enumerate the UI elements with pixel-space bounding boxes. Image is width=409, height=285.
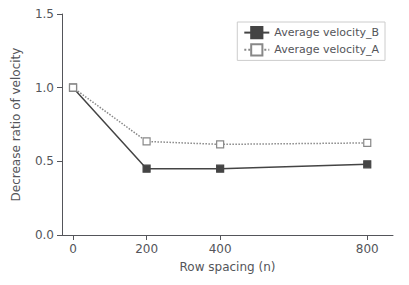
svg-text:Average velocity_A: Average velocity_A xyxy=(274,43,379,56)
svg-text:0.0: 0.0 xyxy=(35,228,54,242)
svg-text:1.0: 1.0 xyxy=(35,81,54,95)
svg-text:0.5: 0.5 xyxy=(35,154,54,168)
svg-text:800: 800 xyxy=(356,242,379,256)
svg-text:Row spacing (n): Row spacing (n) xyxy=(180,260,276,274)
svg-text:Decrease ratio of velocity: Decrease ratio of velocity xyxy=(9,48,23,202)
svg-text:0: 0 xyxy=(69,242,77,256)
svg-text:400: 400 xyxy=(209,242,232,256)
svg-text:200: 200 xyxy=(135,242,158,256)
svg-text:1.5: 1.5 xyxy=(35,7,54,21)
svg-text:Average velocity_B: Average velocity_B xyxy=(274,26,379,39)
